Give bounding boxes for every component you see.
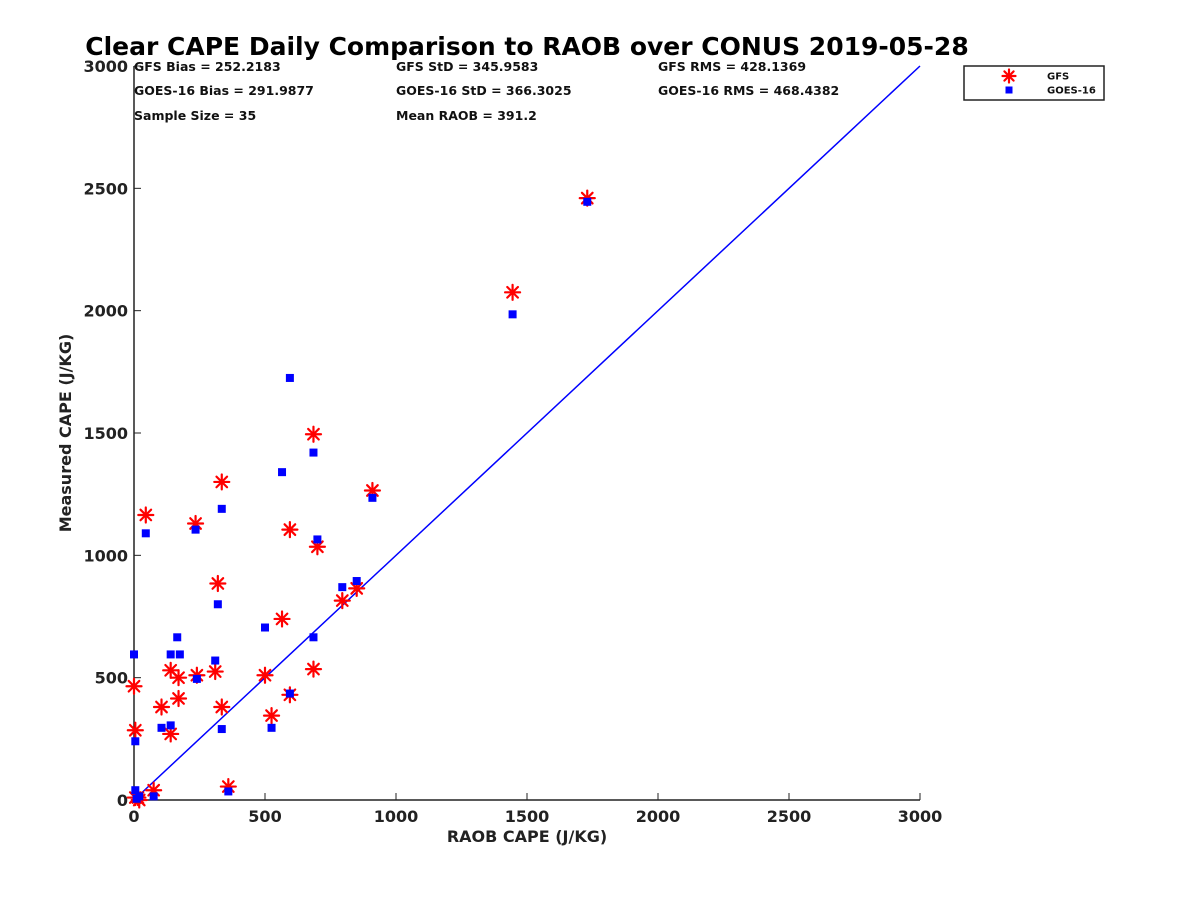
goes16-point [352,577,361,586]
goes16-point [192,674,201,683]
y-tick-label: 2500 [83,179,128,198]
stat-text: Sample Size = 35 [134,108,256,123]
gfs-point [137,506,155,524]
goes16-point [175,650,184,659]
statistics-annotations: GFS Bias = 252.2183 GFS StD = 345.9583 GFS… [134,59,839,123]
legend-box [963,65,1105,101]
x-tick-label: 3000 [898,807,943,826]
x-tick-label: 0 [128,807,139,826]
goes16-point [131,737,140,746]
goes16-point [309,633,318,642]
goes16-point [338,583,347,592]
stat-text: GOES-16 Bias = 291.9877 [134,83,314,98]
y-tick-label: 1500 [83,424,128,443]
goes16-point [368,493,377,502]
stat-text: GFS Bias = 252.2183 [134,59,281,74]
goes16-point [285,689,294,698]
goes16-point [261,623,269,632]
axes: 0 500 1000 1500 2000 2500 3000 0 500 1000 1500 2000… [83,57,942,826]
gfs-point [125,677,143,695]
goes16-point [213,600,222,609]
stat-text: GOES-16 StD = 366.3025 [396,83,572,98]
goes16-point [157,723,166,732]
goes16-point [508,310,517,319]
goes16-point [583,197,592,206]
gfs-point [152,698,171,716]
gfs-point [169,689,188,708]
gfs-point [273,610,291,628]
x-tick-label: 2000 [636,807,681,826]
stat-text: GFS StD = 345.9583 [396,59,538,74]
gfs-point [262,706,281,725]
goes16-point [217,725,226,734]
goes16-point [309,448,318,457]
gfs-point [304,660,323,678]
goes16-point [173,633,182,642]
x-tick-label: 2500 [767,807,812,826]
goes16-point [135,792,144,801]
x-axis-label: RAOB CAPE (J/KG) [447,827,607,846]
goes16-point [166,721,175,730]
gfs-point [333,591,351,610]
goes16-point [166,650,175,659]
y-tick-label: 3000 [83,57,128,76]
gfs-series [125,189,596,809]
one-to-one-line [133,65,921,801]
legend-gfs-marker [1001,68,1017,84]
x-tick-label: 500 [248,807,281,826]
y-tick-label: 0 [117,791,128,810]
goes16-point [130,650,138,659]
goes16-point [141,529,150,538]
x-tick-label: 1500 [505,807,550,826]
goes16-point [211,656,220,665]
goes16-point [313,535,322,544]
stat-text: Mean RAOB = 391.2 [396,108,537,123]
gfs-point [503,283,522,301]
goes16-point [149,792,158,801]
goes16-point [224,787,233,796]
y-tick-label: 1000 [83,546,128,565]
goes-16-series [130,197,592,803]
goes16-point [278,468,287,477]
stat-text: GOES-16 RMS = 468.4382 [658,83,839,98]
goes16-point [217,504,226,513]
x-tick-label: 1000 [374,807,419,826]
legend-entry-label: GFS [1047,72,1069,83]
chart-title: Clear CAPE Daily Comparison to RAOB over… [85,32,968,61]
gfs-point [206,662,224,681]
gfs-point [256,666,274,684]
legend: GFS GOES-16 [963,65,1105,101]
goes16-point [285,373,294,382]
y-tick-label: 2000 [83,302,128,321]
gfs-point [213,698,231,716]
gfs-point [213,473,231,491]
gfs-point [304,425,323,443]
data-points [125,189,596,809]
y-axis-label: Measured CAPE (J/KG) [56,334,75,533]
legend-goes16-marker [1005,86,1013,94]
gfs-point [126,721,144,739]
goes16-point [267,723,276,732]
gfs-point [281,521,299,539]
gfs-point [209,574,227,593]
stat-text: GFS RMS = 428.1369 [658,59,806,74]
goes16-point [131,786,140,795]
legend-entry-label: GOES-16 [1047,86,1096,97]
goes16-point [191,525,200,534]
y-tick-label: 500 [95,669,128,688]
reference-line [133,65,921,801]
gfs-point [169,669,188,687]
